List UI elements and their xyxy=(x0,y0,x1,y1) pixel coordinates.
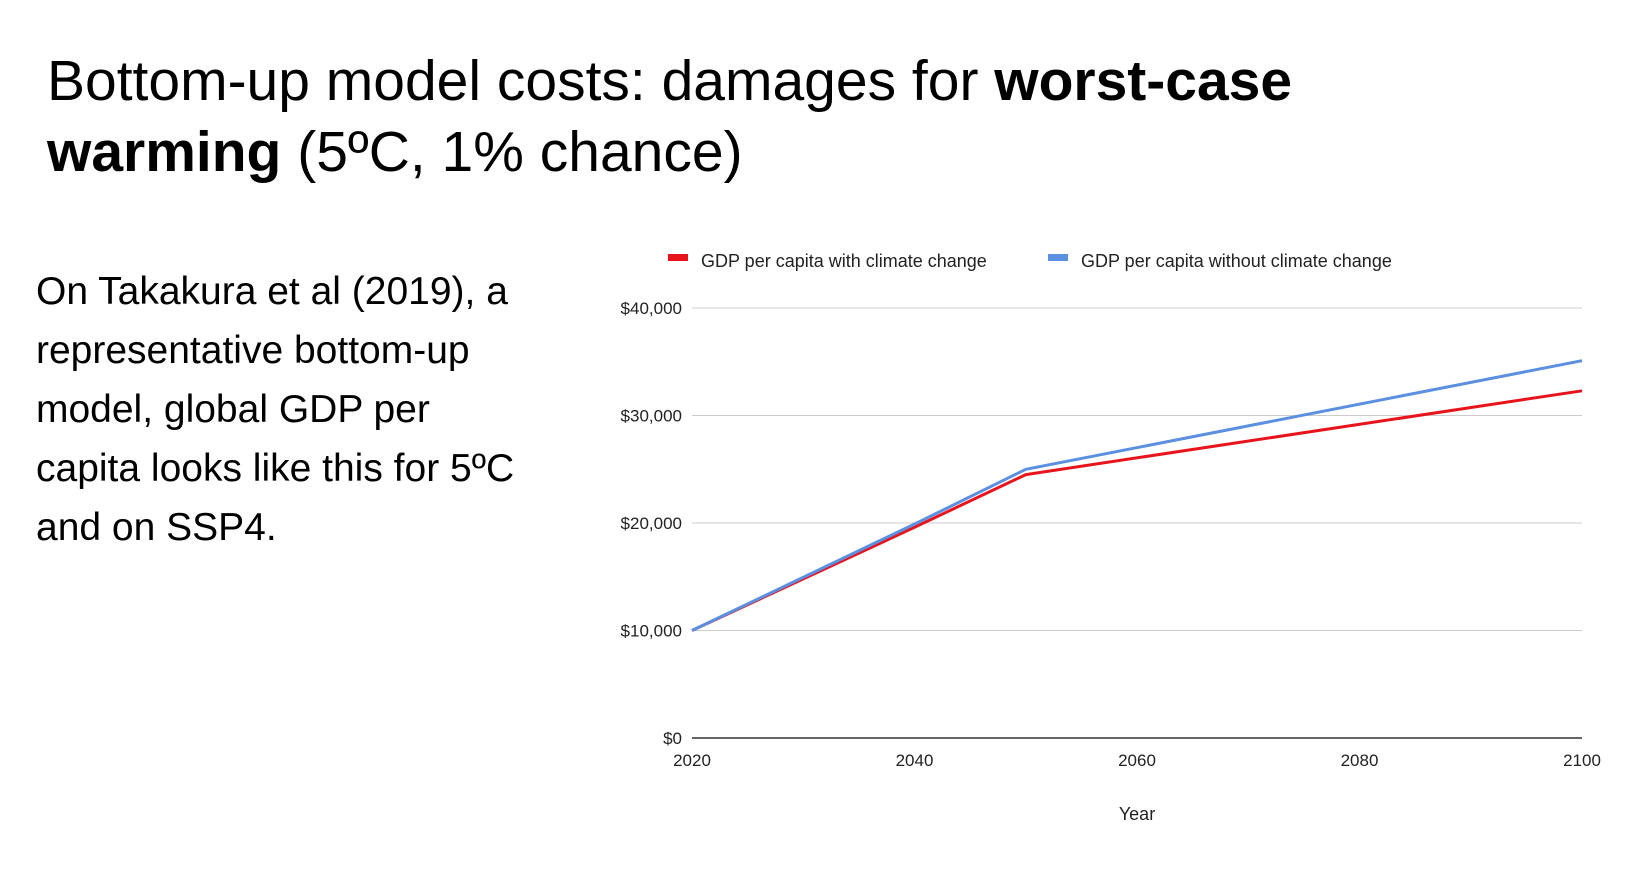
body-text: On Takakura et al (2019), a representati… xyxy=(36,270,515,549)
x-tick-label: 2020 xyxy=(673,751,711,770)
series-line-1 xyxy=(691,389,1583,632)
chart-gridlines xyxy=(692,307,1582,631)
slide-title: Bottom-up model costs: damages for worst… xyxy=(47,46,1547,188)
chart-legend: GDP per capita with climate change GDP pe… xyxy=(668,251,1392,271)
x-tick-label: 2080 xyxy=(1341,751,1379,770)
x-axis: 2020 2040 2060 2080 2100 Year xyxy=(673,737,1601,824)
gdp-line-chart: GDP per capita with climate change GDP pe… xyxy=(621,251,1601,824)
y-tick-label: $20,000 xyxy=(621,514,682,533)
x-tick-label: 2060 xyxy=(1118,751,1156,770)
legend-swatch xyxy=(1048,254,1068,261)
legend-label: GDP per capita with climate change xyxy=(701,251,987,271)
y-tick-label: $40,000 xyxy=(621,299,682,318)
y-axis: $0 $10,000 $20,000 $30,000 $40,000 xyxy=(621,299,682,748)
title-part-1: Bottom-up model costs: damages for xyxy=(47,49,995,113)
legend-label: GDP per capita without climate change xyxy=(1081,251,1392,271)
series-line-2 xyxy=(691,359,1583,632)
chart-series xyxy=(691,359,1583,632)
x-tick-label: 2040 xyxy=(896,751,934,770)
y-tick-label: $30,000 xyxy=(621,407,682,426)
x-axis-title: Year xyxy=(1119,804,1155,824)
title-part-2: (5ºC, 1% chance) xyxy=(281,120,743,184)
title-bold-1: worst-case xyxy=(994,49,1293,113)
legend-swatch xyxy=(668,254,688,261)
x-tick-label: 2100 xyxy=(1563,751,1601,770)
y-tick-label: $10,000 xyxy=(621,622,682,641)
y-tick-label: $0 xyxy=(663,729,682,748)
title-bold-2: warming xyxy=(47,120,282,184)
